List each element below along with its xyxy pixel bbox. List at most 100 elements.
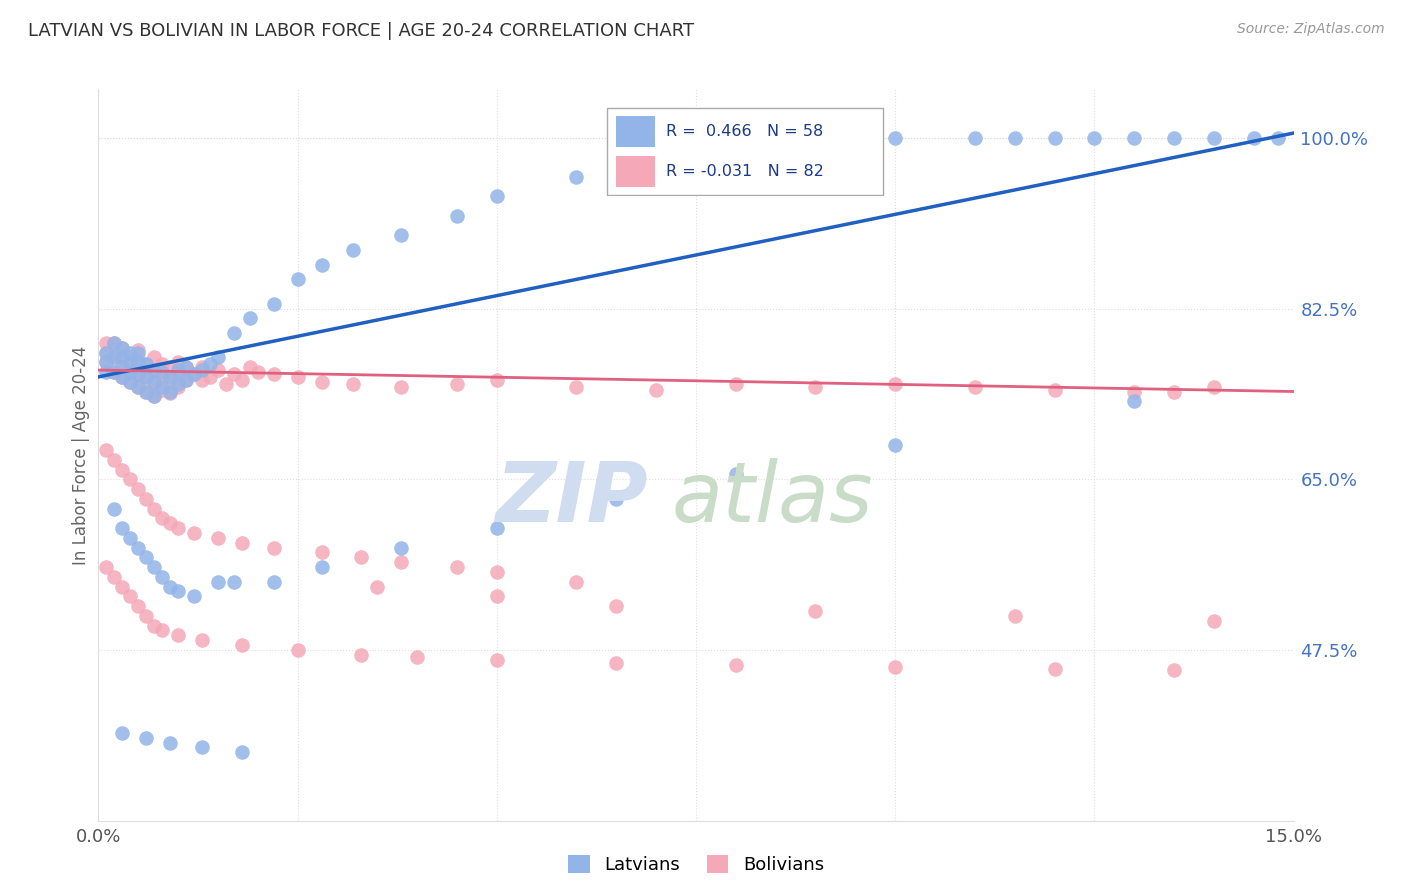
- Point: [1043, 383, 1066, 397]
- Point: [150, 570, 173, 584]
- Point: [804, 379, 827, 393]
- Point: [143, 389, 166, 403]
- Point: [120, 531, 142, 545]
- Point: [96, 443, 118, 458]
- Point: [183, 367, 205, 381]
- Point: [103, 335, 125, 350]
- Point: [127, 482, 149, 496]
- Point: [103, 570, 125, 584]
- Point: [1163, 384, 1185, 399]
- Point: [645, 383, 668, 397]
- Point: [143, 363, 166, 377]
- Point: [167, 379, 190, 393]
- Point: [1163, 131, 1185, 145]
- Point: [485, 373, 508, 387]
- Point: [183, 367, 205, 381]
- Point: [127, 541, 149, 555]
- Point: [1123, 384, 1146, 399]
- Point: [103, 452, 125, 467]
- Point: [127, 355, 149, 369]
- Text: atlas: atlas: [672, 458, 873, 540]
- Text: R =  0.466   N = 58: R = 0.466 N = 58: [666, 124, 824, 138]
- FancyBboxPatch shape: [607, 108, 883, 195]
- Point: [605, 491, 627, 506]
- Point: [111, 351, 134, 365]
- Text: R = -0.031   N = 82: R = -0.031 N = 82: [666, 164, 824, 178]
- Point: [389, 555, 412, 569]
- Point: [103, 365, 125, 379]
- Y-axis label: In Labor Force | Age 20-24: In Labor Force | Age 20-24: [72, 345, 90, 565]
- Point: [143, 375, 166, 389]
- Bar: [616, 116, 655, 147]
- Point: [207, 574, 229, 589]
- Point: [127, 345, 149, 359]
- Point: [198, 370, 221, 384]
- Point: [485, 653, 508, 667]
- Bar: [616, 156, 655, 187]
- Point: [135, 491, 157, 506]
- Point: [207, 351, 229, 365]
- Point: [1202, 131, 1225, 145]
- Point: [159, 386, 181, 401]
- Point: [389, 228, 412, 243]
- Point: [191, 363, 214, 377]
- Point: [565, 169, 588, 184]
- Point: [485, 521, 508, 535]
- Point: [446, 560, 468, 574]
- Point: [135, 608, 157, 623]
- Point: [222, 326, 245, 340]
- Point: [167, 376, 190, 391]
- Point: [120, 375, 142, 389]
- Point: [446, 209, 468, 223]
- Point: [96, 355, 118, 369]
- Point: [167, 355, 190, 369]
- Point: [150, 624, 173, 638]
- Point: [167, 363, 190, 377]
- Point: [765, 141, 787, 155]
- Point: [159, 360, 181, 375]
- Point: [167, 584, 190, 599]
- Point: [143, 351, 166, 365]
- Point: [96, 335, 118, 350]
- Point: [263, 574, 285, 589]
- Point: [159, 370, 181, 384]
- Point: [1202, 379, 1225, 393]
- Point: [111, 341, 134, 355]
- Point: [103, 351, 125, 365]
- Point: [150, 357, 173, 371]
- Point: [963, 131, 986, 145]
- Point: [143, 560, 166, 574]
- Point: [159, 580, 181, 594]
- Point: [884, 438, 907, 452]
- Point: [120, 345, 142, 359]
- Point: [1123, 394, 1146, 409]
- Point: [287, 272, 309, 286]
- Point: [191, 373, 214, 387]
- Point: [222, 367, 245, 381]
- Point: [111, 370, 134, 384]
- Point: [150, 365, 173, 379]
- Point: [127, 367, 149, 381]
- Point: [239, 360, 262, 375]
- Point: [311, 375, 333, 389]
- Point: [135, 731, 157, 745]
- Point: [167, 521, 190, 535]
- Point: [96, 345, 118, 359]
- Point: [350, 550, 373, 565]
- Point: [174, 373, 197, 387]
- Point: [231, 535, 253, 549]
- Point: [565, 379, 588, 393]
- Point: [120, 472, 142, 486]
- Point: [1004, 131, 1026, 145]
- Point: [1083, 131, 1105, 145]
- Point: [311, 560, 333, 574]
- Point: [1004, 608, 1026, 623]
- Point: [96, 345, 118, 359]
- Point: [111, 370, 134, 384]
- Point: [111, 726, 134, 740]
- Point: [311, 545, 333, 559]
- Point: [366, 580, 388, 594]
- Point: [884, 376, 907, 391]
- Point: [446, 376, 468, 391]
- Point: [167, 628, 190, 642]
